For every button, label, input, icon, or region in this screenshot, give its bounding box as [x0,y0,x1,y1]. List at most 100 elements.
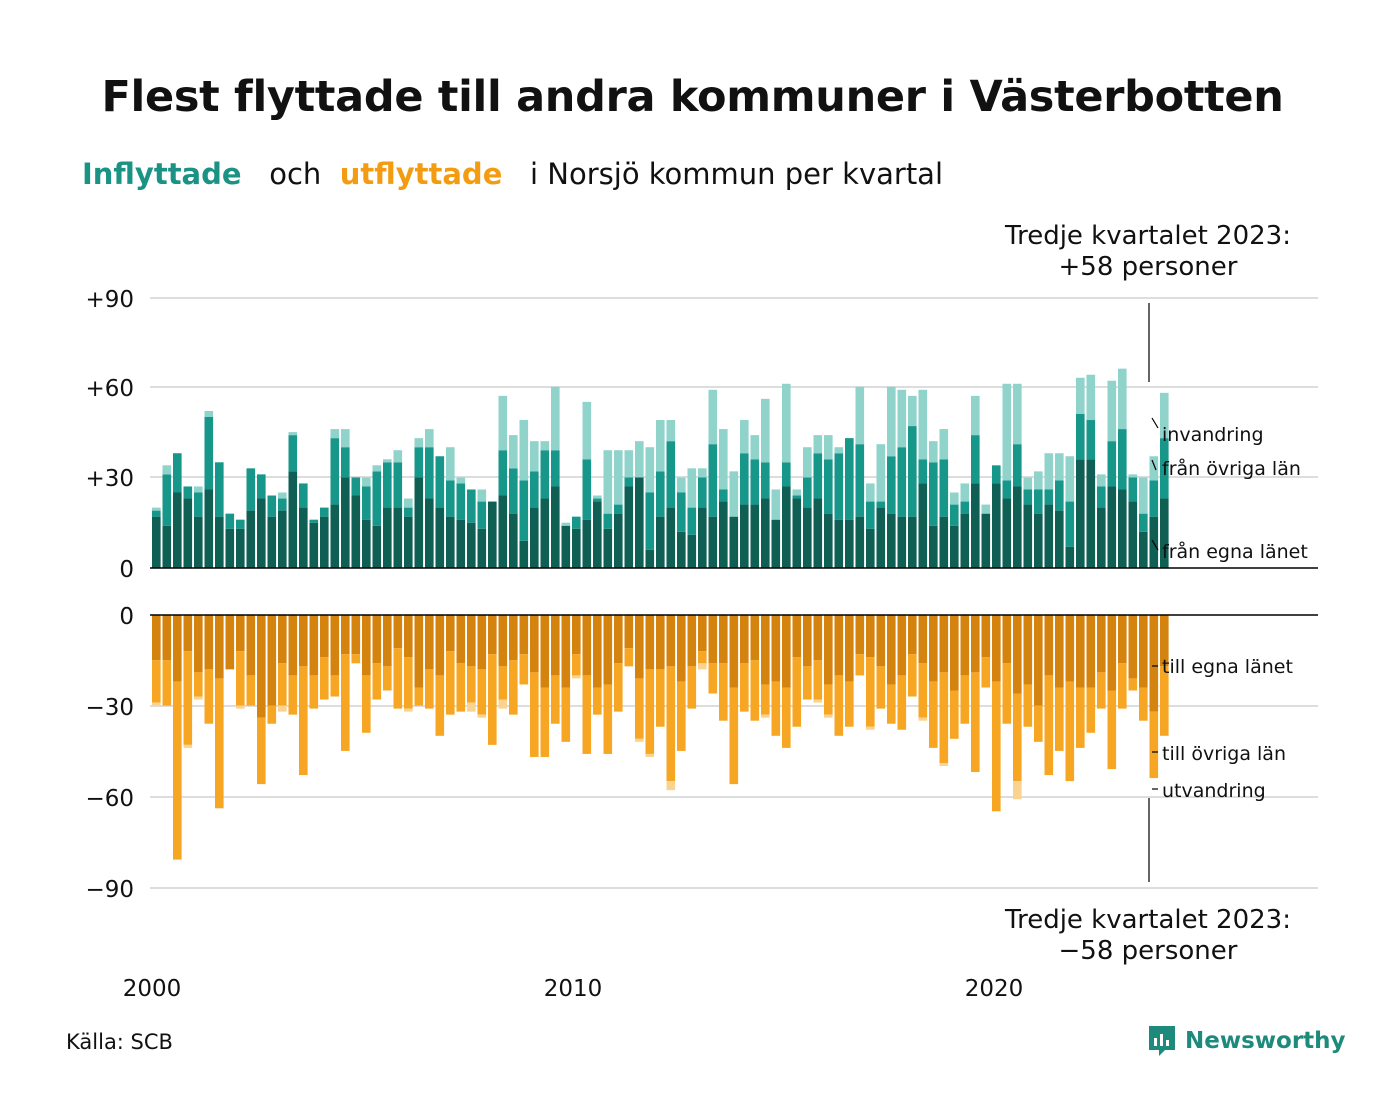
bar-out-ovriga [383,666,392,691]
bar-in-egna [1055,510,1064,568]
bar-out-egna [771,615,781,682]
bar-in-invandring [456,477,466,484]
bar-in-egna [771,519,781,568]
bar-in-invandring [288,432,298,436]
bar-in-egna [1065,546,1075,568]
bar-out-egna [1013,615,1022,694]
bar-out-ovriga [183,651,193,745]
bar-in-invandring [1128,474,1138,478]
bar-in-invandring [929,441,938,463]
outflow-bars [152,615,1169,860]
bar-out-egna [740,615,749,664]
bar-out-ovriga [173,681,182,860]
bar-in-invandring [834,447,844,454]
bar-in-invandring [1086,374,1096,421]
bar-out-utvandring [404,708,413,712]
subtitle-inflyttade: Inflyttade [82,157,242,191]
bar-in-ovriga [362,486,371,520]
bar-out-egna [267,615,277,706]
source-note: Källa: SCB [66,1030,173,1054]
bar-out-utvandring [183,744,193,748]
bar-in-egna [278,510,287,568]
bar-out-utvandring [498,699,508,709]
bar-out-ovriga [887,684,896,724]
bar-out-egna [876,615,886,667]
bar-out-ovriga [1149,711,1159,779]
bar-in-ovriga [603,513,613,529]
bar-in-egna [383,507,392,568]
bar-out-egna [330,615,340,676]
bar-out-egna [278,615,287,664]
bar-in-egna [624,486,634,568]
bar-out-egna [708,615,718,664]
bar-out-egna [1002,615,1012,664]
bar-out-ovriga [519,654,529,685]
bar-in-ovriga [1023,489,1033,505]
bar-out-egna [971,615,980,673]
y-tick-label: +30 [85,466,134,492]
bar-in-invandring [1065,456,1075,502]
bar-out-ovriga [824,684,833,715]
bar-in-ovriga [540,450,550,499]
bar-in-egna [981,513,991,568]
bar-in-ovriga [582,459,592,520]
bar-out-egna [950,615,959,691]
bar-in-ovriga [215,462,224,517]
bar-in-ovriga [929,462,938,526]
bar-in-ovriga [309,519,319,523]
bar-in-ovriga [236,519,245,529]
bar-in-egna [824,513,833,568]
bar-in-ovriga [162,474,172,526]
bar-in-invandring [425,429,434,448]
bar-in-ovriga [467,489,476,523]
bar-in-invandring [1118,368,1127,430]
series-label-in: från egna länet [1162,540,1308,563]
bar-out-egna [897,615,907,676]
bar-in-egna [1023,504,1033,568]
bar-in-invandring [876,444,886,502]
annotation-top-line1: Tredje kvartalet 2023: [1004,221,1291,251]
bar-in-ovriga [782,462,791,487]
bar-out-egna [509,615,518,661]
bar-in-egna [792,498,802,568]
bar-in-ovriga [750,459,760,505]
bar-in-ovriga [446,480,455,517]
bar-out-ovriga [624,648,634,667]
newsworthy-logo-icon [1149,1026,1175,1056]
bar-out-egna [677,615,686,682]
bar-out-ovriga [1139,687,1148,721]
bar-in-ovriga [572,516,581,529]
bar-out-egna [603,615,613,685]
bar-out-ovriga [456,663,466,712]
bar-in-egna [593,501,602,568]
bar-in-egna [635,477,644,568]
bar-in-egna [173,492,182,568]
bar-out-ovriga [1013,693,1022,782]
bar-out-egna [341,615,350,655]
bar-out-ovriga [813,660,823,700]
series-label-leader [1151,417,1159,429]
x-tick-label: 2000 [123,976,182,1002]
bar-in-invandring [278,492,287,499]
bar-out-ovriga [876,666,886,709]
x-tick-label: 2010 [544,976,603,1002]
bar-out-egna [929,615,938,682]
bar-in-egna [666,507,676,568]
bar-out-egna [824,615,833,685]
bar-out-ovriga [1002,663,1012,724]
bar-in-egna [876,507,886,568]
bar-in-ovriga [876,501,886,508]
bar-in-invandring [698,468,707,478]
bar-out-ovriga [309,675,319,709]
bar-out-ovriga [1044,675,1054,776]
bar-in-egna [866,528,875,568]
bar-out-ovriga [435,675,445,736]
bar-in-egna [572,528,581,568]
bar-out-egna [162,615,172,661]
bar-out-egna [593,615,602,688]
bar-in-egna [551,486,560,568]
bar-out-egna [561,615,571,688]
bar-in-invandring [792,489,802,496]
bar-out-ovriga [299,666,308,776]
bar-out-ovriga [257,717,266,785]
